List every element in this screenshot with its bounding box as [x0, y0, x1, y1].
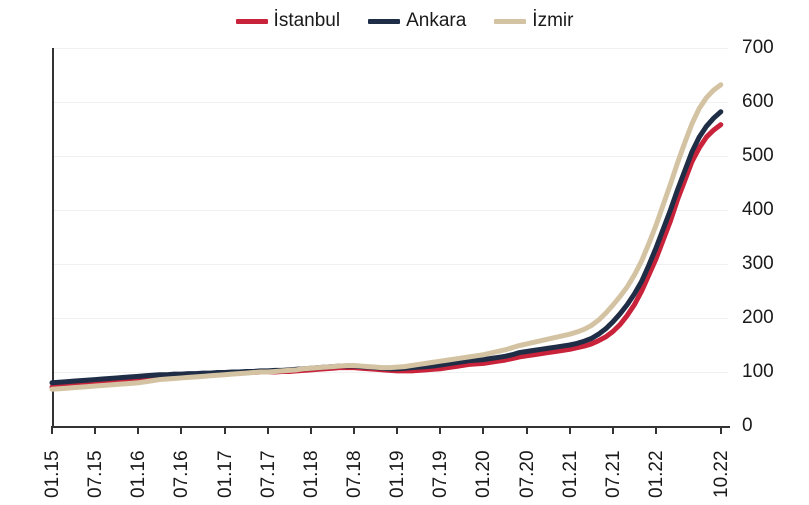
legend-item: İzmir	[494, 10, 573, 32]
line-chart: 010020030040050060070001.1507.1501.1607.…	[0, 0, 809, 505]
legend-label: Ankara	[406, 10, 466, 32]
legend: İstanbul Ankara İzmir	[0, 10, 809, 32]
series-line	[52, 125, 721, 387]
legend-swatch	[236, 19, 268, 24]
series-line	[52, 112, 721, 383]
legend-label: İzmir	[532, 10, 573, 32]
legend-item: Ankara	[368, 10, 466, 32]
series-line	[52, 85, 721, 390]
legend-item: İstanbul	[236, 10, 341, 32]
legend-swatch	[368, 19, 400, 24]
series-lines	[0, 0, 809, 505]
legend-swatch	[494, 19, 526, 24]
legend-label: İstanbul	[274, 10, 341, 32]
